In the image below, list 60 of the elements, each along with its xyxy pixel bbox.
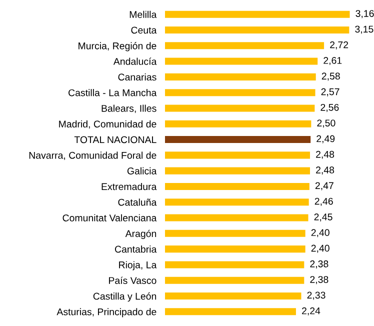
bar (165, 182, 310, 190)
y-tick-label: Galicia (127, 167, 157, 174)
bar (165, 214, 308, 222)
data-label: 2,33 (307, 292, 326, 300)
bar (165, 136, 311, 144)
y-tick-label: Melilla (130, 10, 157, 18)
data-label: 2,38 (310, 276, 328, 284)
y-tick-label: Castilla y León (93, 292, 156, 302)
y-tick-label: TOTAL NACIONAL (74, 136, 156, 144)
y-tick-label: Canarias (118, 73, 156, 81)
bar (165, 58, 318, 65)
data-label: 2,48 (316, 166, 334, 175)
bar (165, 26, 350, 34)
bar (165, 73, 316, 80)
bar (165, 230, 306, 237)
data-label: 2,47 (315, 182, 334, 190)
y-tick-label: Andalucía (113, 58, 157, 65)
y-tick-label: Navarra, Comunidad Foral de (29, 152, 156, 160)
data-label: 3,16 (356, 10, 374, 18)
y-tick-label: Rioja, La (119, 261, 157, 270)
data-label: 2,56 (320, 104, 339, 112)
data-label: 2,57 (321, 88, 340, 96)
data-label: 2,49 (316, 135, 335, 144)
bar (165, 261, 304, 268)
y-tick-label: Extremadura (102, 182, 157, 190)
bar (165, 10, 350, 18)
y-tick-label: Balears, Illes (102, 104, 156, 113)
data-label: 2,46 (314, 198, 333, 206)
data-label: 2,24 (302, 307, 320, 316)
bar (165, 308, 296, 316)
data-label: 2,61 (324, 57, 342, 66)
y-tick-label: Comunitat Valenciana (62, 214, 157, 222)
data-label: 2,72 (330, 41, 348, 50)
data-label: 2,58 (322, 72, 340, 81)
data-label: 2,48 (316, 150, 334, 159)
bar (165, 104, 315, 112)
data-label: 2,40 (311, 229, 330, 238)
data-label: 2,38 (310, 260, 328, 268)
bar (165, 167, 310, 174)
data-label: 2,50 (317, 120, 336, 128)
bar (165, 120, 312, 128)
data-label: 3,15 (355, 26, 374, 34)
y-tick-label: Murcia, Región de (78, 42, 156, 52)
bar (165, 42, 324, 50)
y-tick-label: Cataluña (118, 198, 157, 206)
bar (165, 276, 304, 284)
y-tick-label: Cantabria (115, 246, 157, 253)
y-tick-label: Asturias, Principado de (56, 308, 156, 318)
y-tick-label: Castilla - La Mancha (68, 89, 157, 96)
data-label: 2,40 (311, 244, 330, 253)
bar (165, 89, 316, 96)
y-tick-label: País Vasco (109, 276, 156, 284)
y-tick-label: Aragón (125, 230, 156, 240)
data-label: 2,45 (314, 213, 332, 222)
bar (165, 198, 309, 206)
y-tick-label: Madrid, Comunidad de (59, 120, 156, 129)
bar (165, 152, 310, 159)
bar (165, 246, 306, 253)
bar (165, 292, 302, 300)
y-tick-label: Ceuta (131, 26, 157, 34)
